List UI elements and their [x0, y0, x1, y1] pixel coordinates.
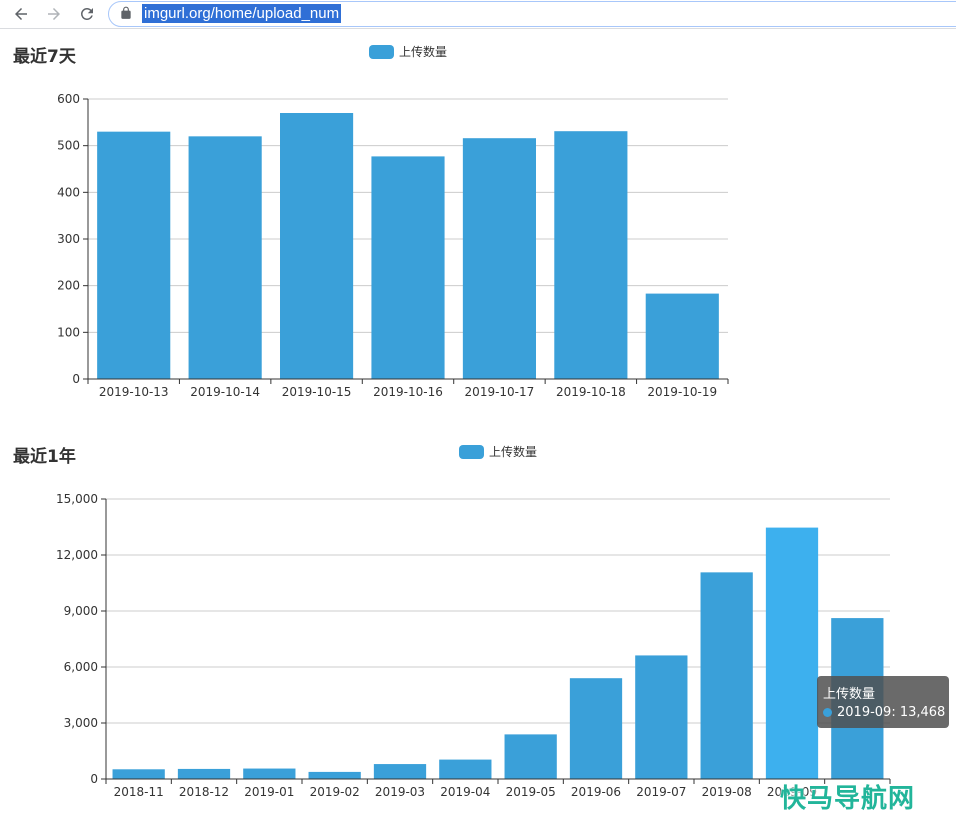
bar — [700, 572, 753, 779]
bar — [373, 764, 427, 779]
x-tick-label: 2019-10-13 — [99, 385, 169, 399]
y-tick-label: 15,000 — [56, 492, 98, 506]
x-tick-label: 2019-05 — [506, 785, 556, 799]
bar — [439, 759, 492, 779]
browser-toolbar: imgurl.org/home/upload_num — [0, 0, 956, 29]
y-tick-label: 6,000 — [64, 660, 98, 674]
forward-arrow-icon — [48, 8, 60, 20]
x-tick-label: 2019-10-18 — [556, 385, 626, 399]
chart-7day-legend[interactable]: 上传数量 — [369, 43, 447, 60]
x-tick-label: 2019-07 — [636, 785, 686, 799]
forward-button[interactable] — [42, 2, 66, 26]
bar — [504, 734, 557, 779]
address-bar[interactable]: imgurl.org/home/upload_num — [108, 1, 956, 27]
y-tick-label: 100 — [57, 325, 80, 339]
chart-1year-title: 最近1年 — [13, 447, 76, 467]
bar — [308, 771, 361, 779]
y-tick-label: 3,000 — [64, 716, 98, 730]
chart-7day-title: 最近7天 — [13, 47, 76, 67]
back-button[interactable] — [9, 2, 33, 26]
url-text[interactable]: imgurl.org/home/upload_num — [142, 4, 342, 23]
y-tick-label: 0 — [90, 772, 98, 786]
x-tick-label: 2019-10-19 — [647, 385, 717, 399]
legend-label: 上传数量 — [399, 45, 448, 59]
bar — [635, 655, 688, 779]
bar — [645, 293, 719, 379]
tooltip-title: 上传数量 — [823, 687, 876, 702]
bar — [243, 768, 296, 779]
bar — [280, 113, 354, 379]
y-tick-label: 600 — [57, 92, 80, 106]
y-tick-label: 0 — [72, 372, 80, 386]
y-tick-label: 500 — [57, 139, 80, 153]
x-tick-label: 2019-02 — [310, 785, 360, 799]
bar — [554, 131, 628, 379]
x-tick-label: 2018-11 — [114, 785, 164, 799]
legend-label: 上传数量 — [489, 445, 538, 459]
bar — [569, 678, 623, 779]
bar — [112, 769, 165, 779]
legend-swatch — [459, 444, 484, 459]
back-arrow-icon — [15, 8, 27, 20]
x-tick-label: 2019-09 — [767, 785, 817, 799]
y-tick-label: 400 — [57, 185, 80, 199]
bar — [371, 156, 445, 379]
chart-7day: 0 100 200 300 400 500 600 2019-10-13 2019-10-14 2… — [57, 92, 729, 399]
x-tick-label: 2019-10-17 — [465, 385, 535, 399]
tooltip-value: 2019-09: 13,468 — [837, 705, 946, 720]
bar — [188, 136, 262, 379]
tooltip-series-dot — [823, 708, 832, 717]
y-tick-label: 12,000 — [56, 548, 98, 562]
chart-tooltip: 上传数量 2019-09: 13,468 — [817, 676, 949, 728]
y-tick-label: 300 — [57, 232, 80, 246]
x-tick-label: 2019-06 — [571, 785, 621, 799]
x-tick-label: 2019-10-15 — [282, 385, 352, 399]
x-tick-label: 2019-04 — [440, 785, 490, 799]
lock-icon[interactable] — [119, 6, 133, 20]
watermark-logo: 快马导航网 — [780, 784, 916, 814]
bar — [177, 768, 231, 779]
x-tick-label: 2019-01 — [244, 785, 294, 799]
x-tick-label: 2019-03 — [375, 785, 425, 799]
x-tick-label: 2019-08 — [702, 785, 752, 799]
x-tick-label: 2018-12 — [179, 785, 229, 799]
bar — [462, 138, 536, 379]
x-tick-label: 2019-10-16 — [373, 385, 443, 399]
y-tick-label: 9,000 — [64, 604, 98, 618]
legend-swatch — [369, 44, 394, 59]
chart-1year-legend[interactable]: 上传数量 — [459, 443, 537, 460]
x-tick-label: 2019-10-14 — [190, 385, 260, 399]
bar — [765, 527, 819, 779]
y-tick-label: 200 — [57, 279, 80, 293]
bar — [97, 131, 171, 379]
tooltip-row: 2019-09: 13,468 — [823, 705, 945, 720]
